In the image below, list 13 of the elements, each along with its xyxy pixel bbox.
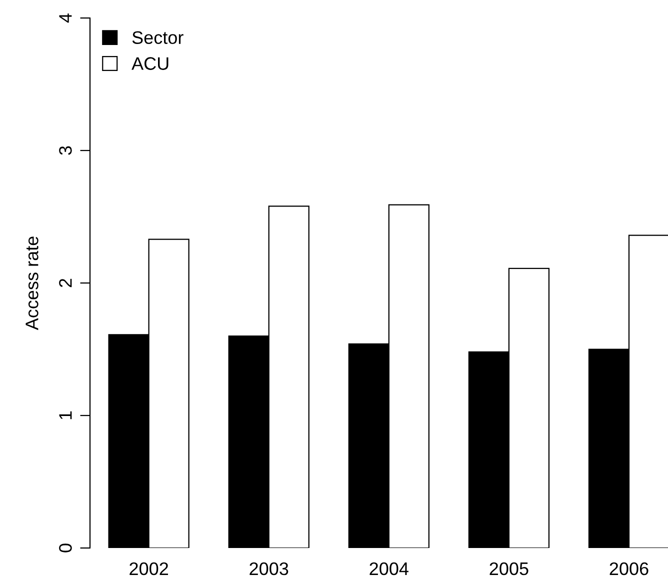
y-axis-title: Access rate [26, 236, 38, 330]
legend-label: Sector [132, 31, 184, 44]
y-tick-label: 1 [59, 411, 72, 420]
x-tick-label: 2004 [370, 562, 408, 576]
x-tick-label: 2005 [490, 562, 528, 576]
y-tick-label: 3 [59, 146, 72, 155]
y-tick-label: 4 [59, 14, 72, 23]
legend-label: ACU [132, 57, 168, 70]
x-tick-label: 2002 [130, 562, 168, 576]
y-tick-label: 0 [59, 544, 72, 552]
x-tick-label: 2006 [610, 562, 648, 576]
x-tick-label: 2003 [250, 562, 288, 576]
y-tick-label: 2 [59, 278, 72, 288]
